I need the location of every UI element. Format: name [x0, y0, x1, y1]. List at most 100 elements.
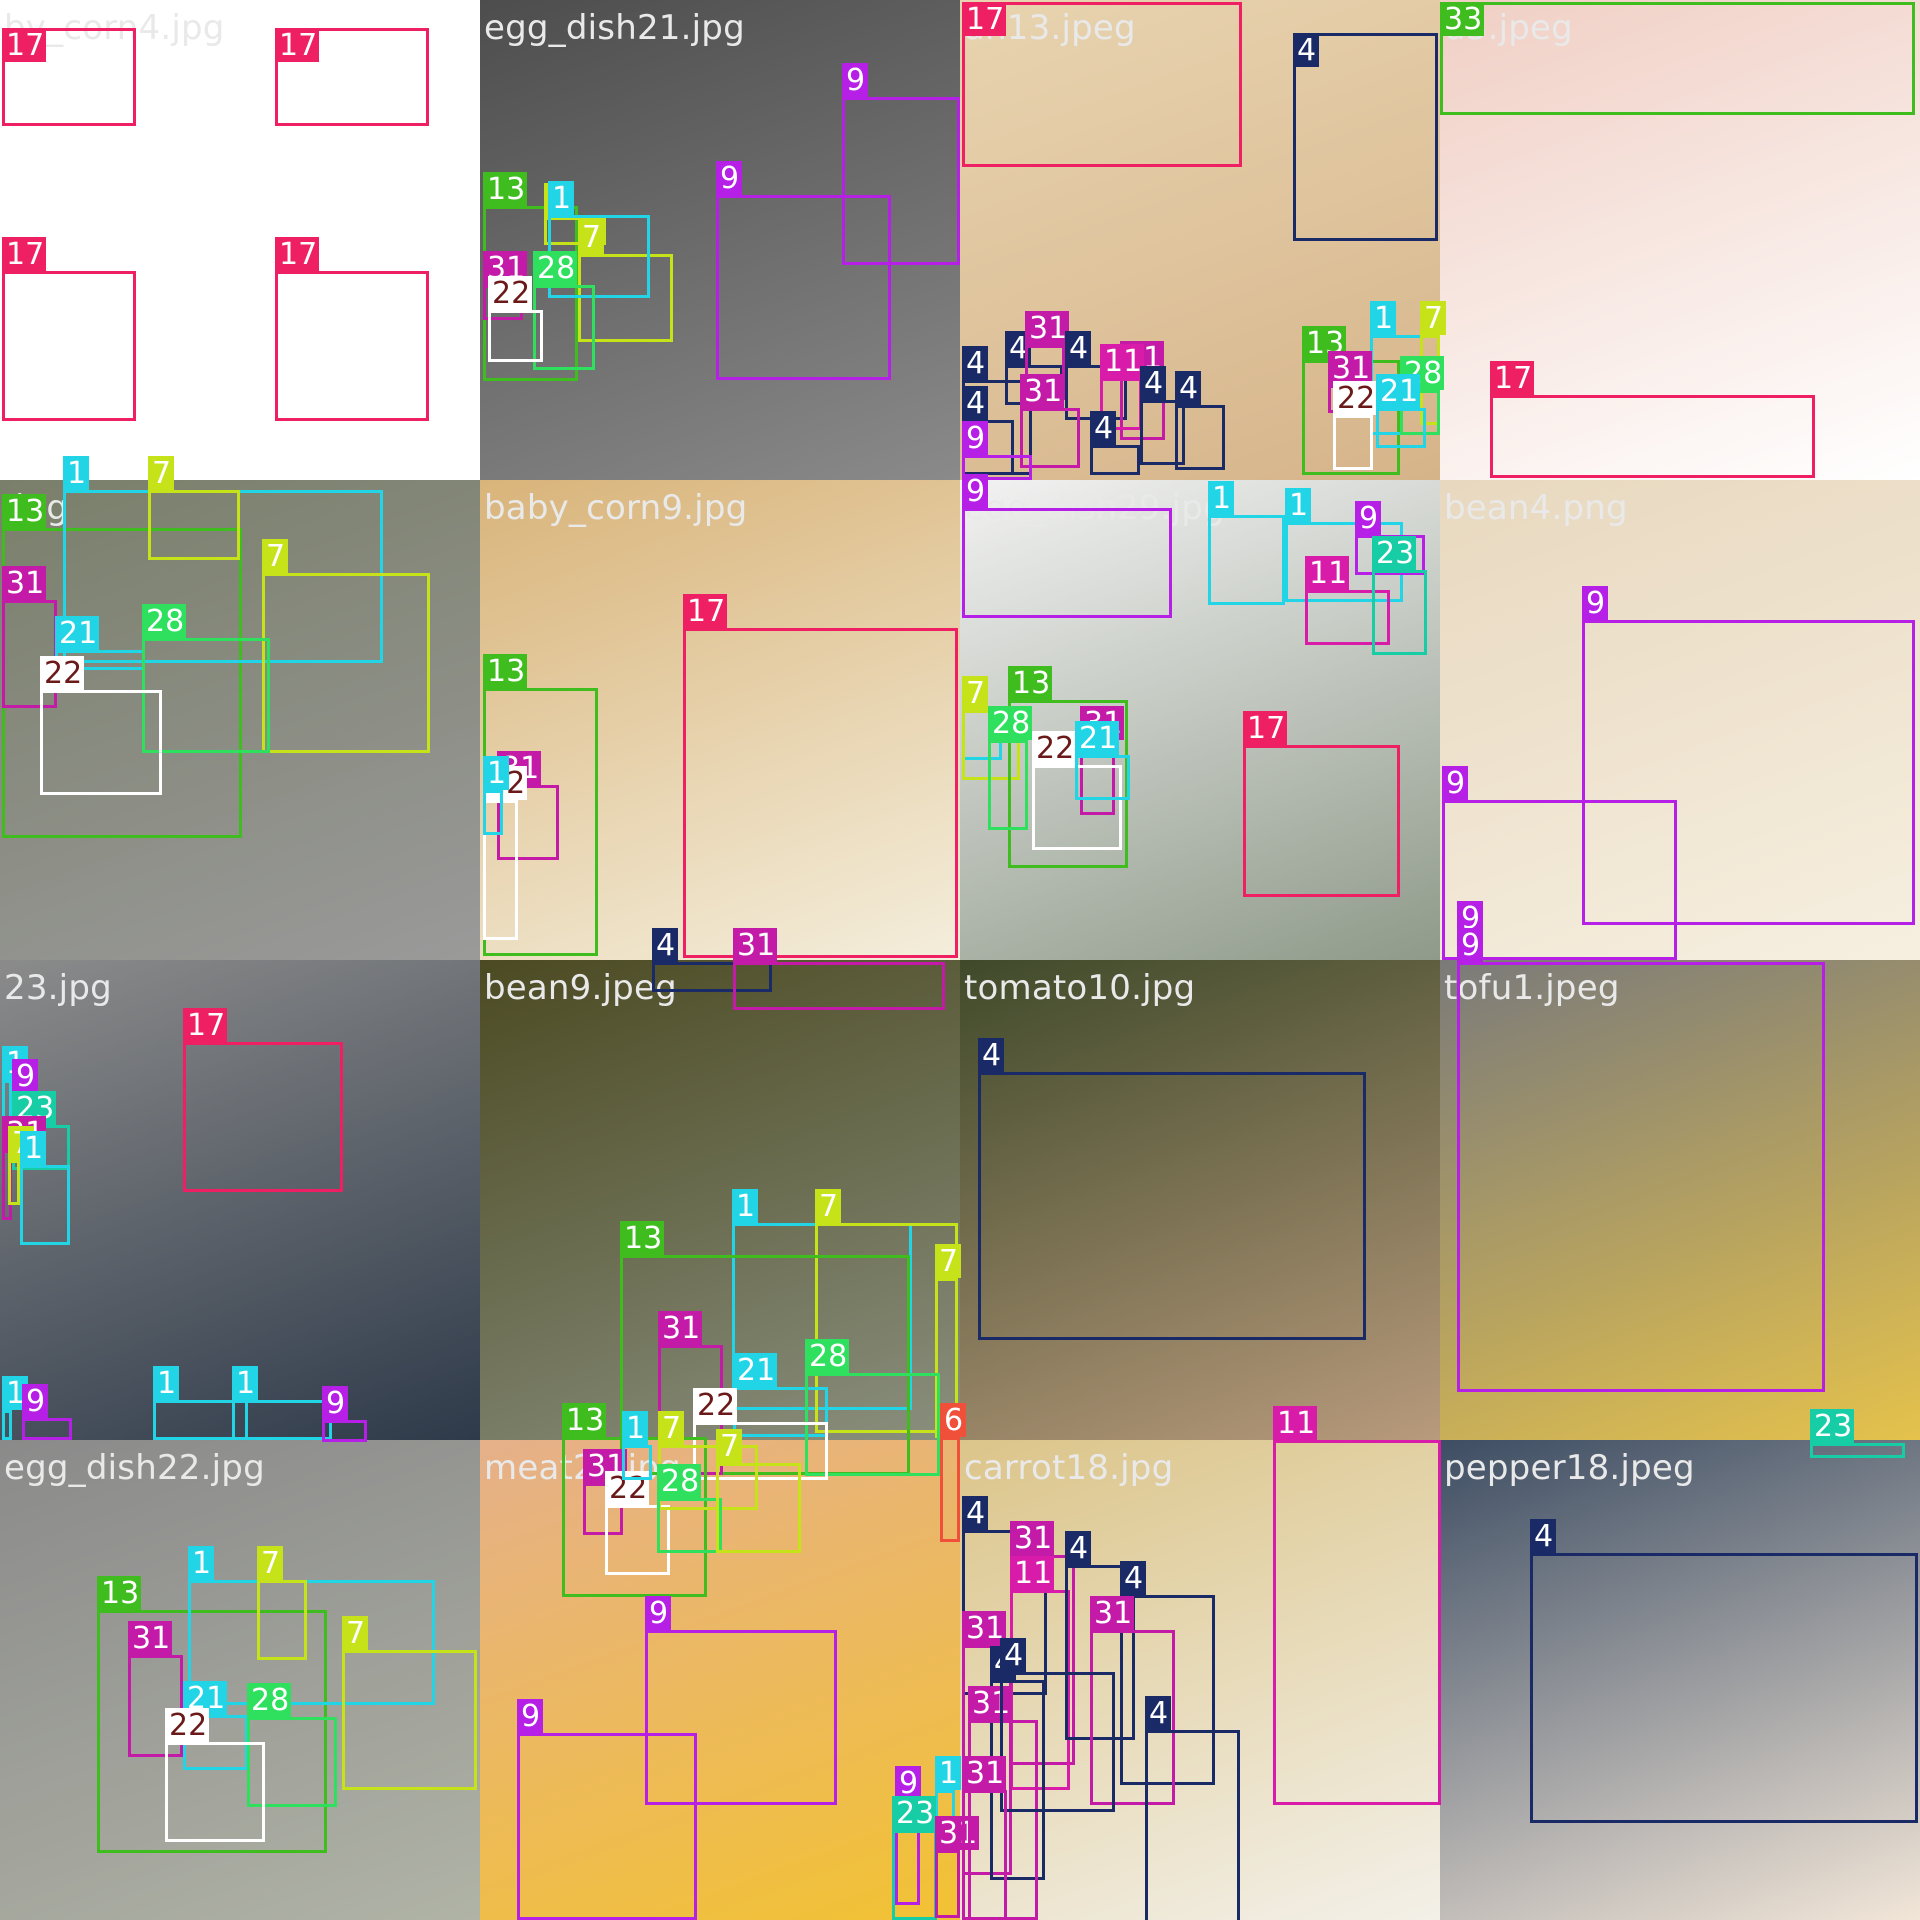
detection-label-background: [1100, 344, 1144, 378]
detection-class-label: 7: [266, 539, 285, 574]
tile-filename: egg_dish22.jpg: [4, 1448, 265, 1488]
detection-box-outline: [517, 1733, 697, 1920]
detection-box-outline: [342, 1650, 477, 1790]
detection-box: 4: [1175, 371, 1225, 470]
detection-label-background: [1243, 711, 1287, 745]
detection-label-background: [1490, 361, 1534, 395]
detection-label-background: [262, 539, 288, 573]
detection-box: 13: [97, 1576, 327, 1853]
detection-label-background: [232, 1366, 258, 1400]
detection-box-outline: [148, 490, 240, 560]
detection-box: 13: [483, 654, 598, 956]
detection-box: 4: [1120, 1561, 1215, 1785]
detection-class-label: 9: [966, 474, 985, 509]
detection-box-outline: [693, 1422, 828, 1480]
detection-label-background: [962, 346, 988, 380]
tile-6: baby_corn9.jpg: [480, 480, 960, 960]
detection-box-outline: [1440, 2, 1915, 115]
detection-label-background: [183, 1008, 227, 1042]
detection-box: 17: [2, 28, 136, 126]
detection-box-outline: [544, 217, 606, 245]
detection-class-label: 28: [537, 251, 575, 286]
detection-class-label: 22: [1036, 731, 1074, 766]
detection-box: 9: [895, 1766, 921, 1905]
detection-label-background: [1442, 766, 1468, 800]
detection-box: 28: [805, 1339, 940, 1476]
detection-label-background: [2, 28, 46, 62]
detection-class-label: 1: [552, 181, 571, 216]
detection-box-outline: [657, 1498, 722, 1553]
detection-box: 4: [1293, 33, 1438, 241]
detection-label-background: [578, 220, 604, 254]
detection-label-background: [275, 237, 319, 271]
detection-class-label: 28: [251, 1683, 289, 1718]
detection-box: 28: [247, 1683, 337, 1807]
detection-label-background: [1032, 731, 1076, 765]
detection-class-label: 13: [1012, 666, 1050, 701]
detection-box: 4: [1530, 1519, 1918, 1823]
tile-filename: baby_corn9.jpg: [484, 488, 748, 528]
detection-label-background: [548, 181, 574, 215]
tile-12: tofu1.jpeg: [1440, 960, 1920, 1440]
detection-label-background: [1140, 366, 1166, 400]
detection-label-background: [142, 604, 186, 638]
tile-filename: carrot18.jpg: [964, 1448, 1174, 1488]
detection-box-outline: [892, 1830, 937, 1920]
detection-box: 31: [1020, 374, 1080, 468]
detection-class-label: 9: [521, 1699, 540, 1734]
detection-class-label: 23: [1814, 1409, 1852, 1444]
detection-label-background: [2, 237, 46, 271]
detection-box-outline: [1293, 33, 1438, 241]
detection-box-outline: [1140, 400, 1185, 465]
detection-box-outline: [142, 638, 270, 753]
detection-box: 31: [1090, 1596, 1175, 1805]
tile-filename: tomato10.jpg: [964, 968, 1196, 1008]
tile-9: 23.jpg: [0, 960, 480, 1440]
detection-label-background: [732, 1189, 758, 1223]
detection-label-background: [716, 1429, 742, 1463]
tile-8: bean4.png: [1440, 480, 1920, 960]
detection-label-background: [1010, 1556, 1054, 1590]
detection-box: 1: [1208, 481, 1285, 605]
tile-filename: pepper18.jpeg: [1444, 1448, 1695, 1488]
detection-box-outline: [1305, 590, 1390, 645]
detection-label-background: [148, 456, 174, 490]
detection-class-label: 1: [24, 1131, 43, 1166]
detection-class-label: 11: [1104, 344, 1142, 379]
detection-label-background: [483, 654, 527, 688]
detection-label-background: [1145, 1696, 1171, 1730]
detection-class-label: 22: [1337, 381, 1375, 416]
detection-box-outline: [652, 962, 772, 992]
tile-11: tomato10.jpg: [960, 960, 1440, 1440]
detection-class-label: 4: [1534, 1519, 1553, 1554]
detection-box-outline: [8, 1160, 20, 1205]
detection-label-background: [935, 1756, 961, 1790]
detection-class-label: 17: [1494, 361, 1532, 396]
detection-box-outline: [1090, 445, 1140, 475]
detection-box-outline: [1010, 1590, 1070, 1790]
detection-label-background: [1090, 411, 1116, 445]
detection-class-label: 23: [896, 1796, 934, 1831]
detection-box: 4: [978, 1038, 1366, 1340]
detection-box-outline: [1457, 962, 1825, 1392]
detection-class-label: 21: [1079, 721, 1117, 756]
detection-class-label: 4: [1297, 33, 1316, 68]
detection-class-label: 17: [6, 28, 44, 63]
detection-box: 1: [622, 1411, 652, 1480]
detection-box-outline: [188, 1580, 435, 1705]
detection-class-label: 21: [1380, 374, 1418, 409]
detection-box-outline: [962, 2, 1242, 167]
detection-label-background: [1372, 536, 1416, 570]
detection-class-label: 28: [809, 1339, 847, 1374]
detection-label-background: [733, 928, 777, 962]
detection-box-outline: [1490, 395, 1815, 478]
detection-class-label: 11: [1277, 1406, 1315, 1441]
detection-class-label: 9: [649, 1596, 668, 1631]
detection-box: 22: [1032, 731, 1122, 850]
detection-box-outline: [1530, 1553, 1918, 1823]
detection-box: 28: [533, 251, 595, 370]
detection-label-background: [962, 2, 1006, 36]
detection-box-outline: [257, 1580, 307, 1660]
detection-label-background: [97, 1576, 141, 1610]
detection-label-background: [55, 616, 99, 650]
